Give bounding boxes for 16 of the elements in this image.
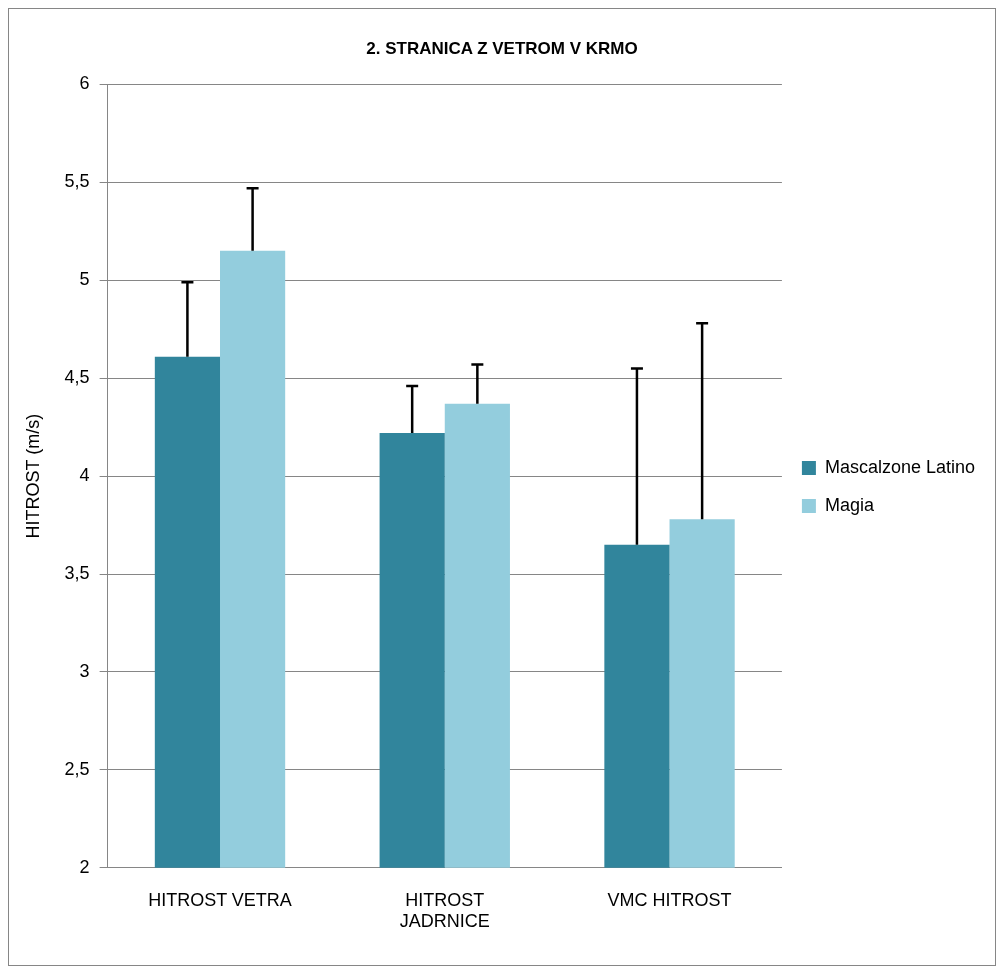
legend-label: Magia — [824, 494, 875, 515]
y-tick-label: 6 — [79, 73, 90, 94]
y-tick-label: 2,5 — [64, 758, 90, 779]
y-axis-title: HITROST (m/s) — [22, 413, 43, 539]
chart-title: 2. STRANICA Z VETROM V KRMO — [366, 38, 638, 58]
y-tick-label: 5 — [79, 269, 90, 290]
y-tick-label: 3 — [79, 660, 90, 681]
x-tick-label: VMC HITROST — [607, 889, 732, 910]
y-tick-label: 2 — [79, 856, 90, 877]
legend-label: Mascalzone Latino — [824, 456, 975, 477]
y-tick-label: 3,5 — [64, 562, 90, 583]
y-tick-label: 4,5 — [64, 367, 90, 388]
y-tick-label: 4 — [79, 465, 90, 486]
x-tick-label: HITROST JADRNICE — [399, 889, 490, 932]
x-tick-label: HITROST VETRA — [148, 889, 292, 910]
y-tick-label: 5,5 — [64, 171, 90, 192]
